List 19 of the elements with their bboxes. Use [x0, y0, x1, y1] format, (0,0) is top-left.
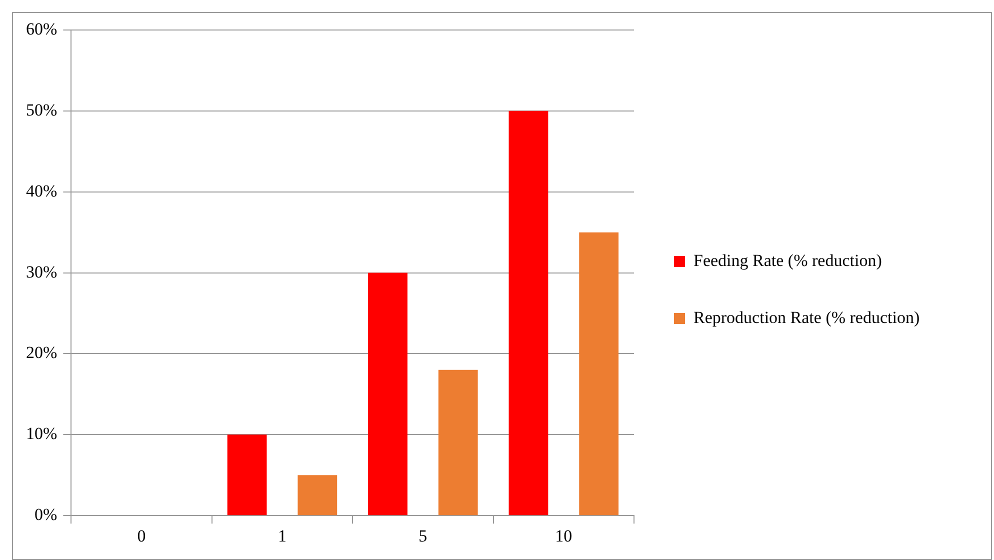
y-tick-label: 50%: [26, 100, 58, 120]
x-tick-label: 5: [418, 526, 428, 546]
y-tick-label: 40%: [26, 181, 58, 200]
y-tick-label: 60%: [26, 19, 58, 38]
bar: [298, 475, 338, 516]
bar: [438, 370, 478, 516]
bar: [508, 110, 548, 516]
y-tick-label: 20%: [26, 343, 58, 362]
y-tick-label: 30%: [26, 262, 58, 282]
bar: [579, 232, 619, 516]
x-tick-label: 0: [137, 526, 146, 546]
legend-label: Reproduction Rate (% reduction): [694, 308, 971, 327]
y-tick-label: 0%: [34, 505, 58, 524]
bar: [227, 434, 267, 516]
x-tick-label: 1: [278, 526, 286, 546]
y-tick-label: 10%: [26, 424, 58, 444]
x-tick-label: 10: [555, 526, 572, 546]
legend-label: Feeding Rate (% reduction): [694, 250, 933, 270]
bar: [368, 272, 408, 516]
